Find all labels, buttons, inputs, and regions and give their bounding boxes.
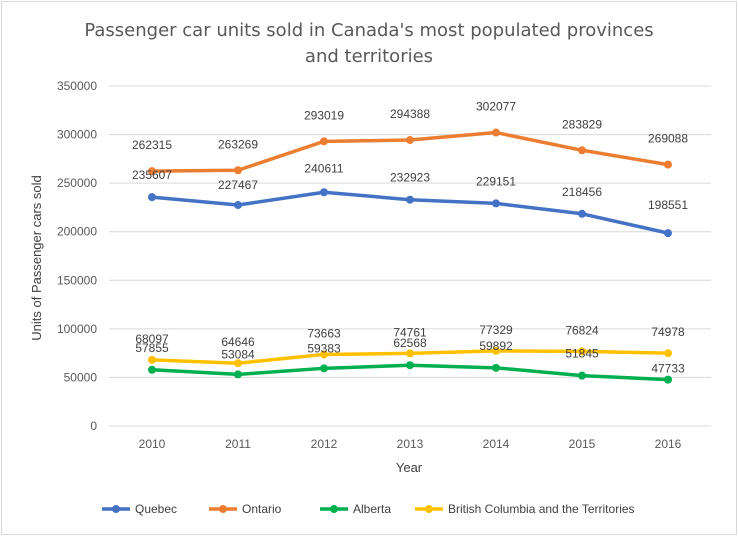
data-label: 294388 — [390, 107, 430, 121]
data-point — [406, 136, 414, 145]
data-point — [664, 229, 672, 238]
data-label: 73663 — [307, 326, 341, 340]
data-label: 68097 — [135, 332, 169, 346]
data-label: 47733 — [651, 362, 685, 376]
y-tick-label: 250000 — [57, 176, 97, 190]
data-label: 227467 — [218, 178, 258, 192]
data-label: 269088 — [648, 132, 688, 146]
y-tick-label: 350000 — [57, 79, 97, 93]
y-tick-label: 100000 — [57, 322, 97, 336]
chart-title-line-2: and territories — [305, 46, 433, 67]
x-axis-ticks: 2010 2011 2012 2013 2014 2015 2016 — [139, 437, 682, 451]
data-label: 53084 — [221, 347, 255, 361]
data-point — [234, 359, 242, 368]
data-labels: 235607 227467 240611 232923 229151 218456 1985… — [132, 100, 688, 376]
data-point — [664, 160, 672, 169]
data-point — [578, 371, 586, 380]
data-point — [578, 347, 586, 356]
data-point — [406, 195, 414, 204]
data-point — [320, 350, 328, 359]
data-label: 74978 — [651, 325, 685, 339]
data-point — [234, 166, 242, 175]
y-axis-title: Units of Passenger cars sold — [29, 175, 44, 340]
data-point — [578, 209, 586, 218]
data-point — [578, 146, 586, 155]
y-tick-label: 200000 — [57, 225, 97, 239]
x-tick-label: 2013 — [397, 437, 424, 451]
x-axis-title: Year — [396, 460, 423, 475]
data-point — [148, 193, 156, 202]
x-tick-label: 2012 — [311, 437, 338, 451]
x-tick-label: 2014 — [483, 437, 510, 451]
data-point — [320, 188, 328, 197]
legend: Quebec Ontario Alberta British Columbia and… — [102, 502, 635, 516]
data-label: 235607 — [132, 168, 172, 182]
data-point — [148, 167, 156, 176]
data-label: 74761 — [393, 325, 427, 339]
chart-title-line-1: Passenger car units sold in Canada's mos… — [84, 20, 653, 41]
legend-label: British Columbia and the Territories — [448, 502, 635, 516]
y-tick-label: 0 — [90, 419, 97, 433]
data-label: 64646 — [221, 335, 255, 349]
data-label: 302077 — [476, 100, 516, 114]
y-tick-label: 300000 — [57, 128, 97, 142]
data-label: 240611 — [304, 161, 343, 175]
data-point — [492, 346, 500, 355]
data-label: 229151 — [476, 174, 516, 188]
legend-label: Ontario — [242, 502, 282, 516]
y-tick-label: 50000 — [64, 370, 98, 384]
legend-marker — [425, 505, 433, 513]
data-point — [320, 364, 328, 373]
y-axis-ticks: 0 50000 100000 150000 200000 250000 300000 3500… — [57, 79, 97, 433]
data-label: 218456 — [562, 185, 602, 199]
data-point — [234, 201, 242, 210]
data-label: 263269 — [218, 137, 258, 151]
data-point — [234, 370, 242, 379]
x-tick-label: 2016 — [655, 437, 682, 451]
data-point — [664, 375, 672, 384]
legend-marker — [330, 505, 338, 513]
data-label: 57855 — [135, 341, 169, 355]
data-label: 262315 — [132, 138, 172, 152]
data-point — [320, 137, 328, 146]
data-point — [664, 349, 672, 358]
data-label: 59383 — [307, 341, 341, 355]
data-point — [492, 363, 500, 372]
chart-title: Passenger car units sold in Canada's mos… — [84, 20, 653, 67]
data-point — [406, 361, 414, 370]
legend-marker — [219, 505, 227, 513]
legend-label: Alberta — [353, 502, 391, 516]
data-label: 283829 — [562, 117, 602, 131]
gridlines — [109, 85, 711, 427]
data-label: 293019 — [304, 108, 344, 122]
legend-label: Quebec — [135, 502, 177, 516]
data-point — [492, 128, 500, 137]
data-point — [148, 365, 156, 374]
data-point — [492, 199, 500, 208]
x-tick-label: 2011 — [225, 437, 251, 451]
data-label: 59892 — [479, 339, 513, 353]
data-label: 232923 — [390, 171, 430, 185]
y-tick-label: 150000 — [57, 273, 97, 287]
data-label: 62568 — [393, 336, 427, 350]
data-label: 77329 — [479, 323, 513, 337]
data-label: 51845 — [565, 347, 599, 361]
data-label: 76824 — [565, 323, 599, 337]
x-tick-label: 2015 — [569, 437, 596, 451]
data-label: 198551 — [648, 198, 688, 212]
data-point — [406, 349, 414, 358]
series-lines — [148, 128, 672, 384]
legend-marker — [112, 505, 120, 513]
data-point — [148, 355, 156, 364]
x-tick-label: 2010 — [139, 437, 166, 451]
